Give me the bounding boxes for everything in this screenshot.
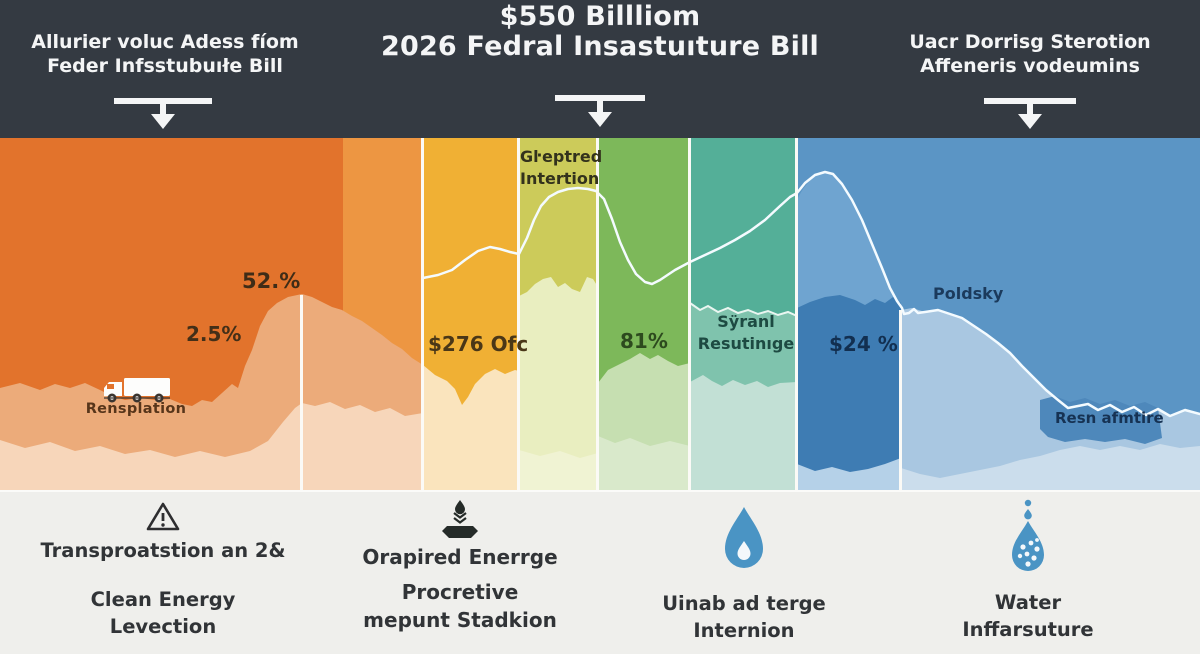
legend-col1-sub-line1: Clean Energy bbox=[90, 588, 236, 611]
teal-caption-label: Sÿranl Resutinıge bbox=[694, 311, 798, 356]
legend-col1-sub-line2: Levection bbox=[109, 615, 217, 639]
silhouette-teal-edge bbox=[689, 302, 798, 317]
trend-line bbox=[421, 170, 1200, 418]
olive-caption-label: Gŀeptred Intertion bbox=[520, 146, 602, 191]
legend-col1-title: Transproatstion an 2& bbox=[40, 539, 286, 562]
silhouette-right-palest bbox=[901, 444, 1200, 490]
water-drop-speckled-icon bbox=[1012, 499, 1044, 571]
orange-pct-large-label: 52.% bbox=[242, 269, 301, 293]
teal-caption-line1: Sÿranl bbox=[717, 312, 775, 331]
silhouette-green-paler bbox=[598, 436, 690, 490]
right-caption-top-label: Poldsky bbox=[933, 284, 1004, 303]
olive-caption-line1: Gŀeptred bbox=[520, 147, 603, 166]
legend-col2-sub-line2: mepunt Stadkion bbox=[363, 608, 557, 632]
area-chart: 52.% 2.5% Rensplation $276 Ofc Gŀeptred … bbox=[0, 138, 1200, 490]
header-right-line1: Uacr Dorrisg Sterotion bbox=[909, 31, 1151, 53]
header-left-title: Allurier voluc Adess fíom Feder Infsstub… bbox=[20, 30, 310, 79]
green-pct-label: 81% bbox=[620, 329, 668, 353]
legend-col2-title: Orapired Enerrge bbox=[362, 545, 558, 569]
truck-icon bbox=[104, 378, 170, 403]
divider-line bbox=[421, 138, 424, 490]
teal-caption-line2: Resutinıge bbox=[697, 334, 795, 354]
header-left-line2: Feder Infsstubuıłe Bill bbox=[47, 55, 283, 78]
page-title-line1: $550 Billliom bbox=[499, 1, 701, 32]
silhouette-teal-pale bbox=[690, 375, 797, 490]
divider-line bbox=[688, 138, 691, 490]
legend-col-energy: Orapired Enerrge Procretive mepunt Stadk… bbox=[310, 499, 610, 634]
silhouette-olive-paler bbox=[519, 450, 598, 490]
silhouette-amber-pale bbox=[423, 365, 519, 490]
legend-col4-line2: Inffarsuture bbox=[962, 618, 1094, 642]
orange-pct-small-label: 2.5% bbox=[186, 322, 242, 346]
header: Allurier voluc Adess fíom Feder Infsstub… bbox=[0, 0, 1200, 138]
legend-col2-subtitle: Procretive mepunt Stadkion bbox=[363, 578, 557, 634]
legend-col-water-interior: Uinab ad terge Internion bbox=[604, 504, 884, 645]
page-title: $550 Billliom 2026 Fedral Insastuıture B… bbox=[360, 1, 840, 63]
header-right-title: Uacr Dorrisg Sterotion Affeneris vodeumi… bbox=[878, 30, 1182, 79]
down-arrow-icon bbox=[984, 98, 1076, 129]
legend-footer: Transproatstion an 2& Clean Energy Levec… bbox=[0, 490, 1200, 654]
divider-line bbox=[795, 138, 798, 490]
legend-col1-subtitle: Clean Energy Levection bbox=[91, 586, 236, 641]
right-caption-bottom-label: Resn afmtire bbox=[1055, 409, 1164, 427]
header-right-line2: Affeneris vodeumins bbox=[920, 55, 1140, 78]
legend-col3-line2: Internion bbox=[693, 619, 795, 643]
divider-line bbox=[517, 138, 520, 490]
legend-col3-line1: Uinab ad terge bbox=[662, 592, 826, 615]
energy-vessel-icon bbox=[442, 500, 478, 538]
legend-col3-label: Uinab ad terge Internion bbox=[662, 590, 826, 645]
warning-triangle-icon bbox=[146, 502, 180, 531]
legend-col-transportation: Transproatstion an 2& Clean Energy Levec… bbox=[23, 500, 303, 641]
water-drop-icon bbox=[725, 507, 763, 568]
legend-col4-label: Water Inffarsuture bbox=[962, 589, 1093, 644]
silhouette-peach-light bbox=[0, 402, 423, 490]
amber-value-label: $276 Ofc bbox=[428, 332, 529, 356]
legend-col-water-infrastructure: Water Inffarsuture bbox=[888, 496, 1168, 644]
legend-col2-sub-line1: Procretive bbox=[401, 580, 519, 604]
silhouette-olive-pale bbox=[519, 277, 598, 490]
down-arrow-icon bbox=[114, 98, 212, 129]
orange-caption-label: Rensplation bbox=[85, 401, 187, 417]
divider-line bbox=[300, 295, 303, 490]
legend-col4-line1: Water bbox=[994, 591, 1062, 614]
divider-line bbox=[596, 138, 599, 490]
page-title-line2: 2026 Fedral Insastuıture Bill bbox=[380, 31, 820, 63]
blue-value-label: $24 % bbox=[829, 332, 898, 356]
silhouette-blue-dark bbox=[797, 295, 901, 472]
down-arrow-icon bbox=[555, 95, 645, 127]
area-chart-canvas bbox=[0, 138, 1200, 490]
header-left-line1: Allurier voluc Adess fíom bbox=[31, 31, 299, 53]
olive-caption-line2: Intertion bbox=[520, 169, 600, 189]
divider-line bbox=[899, 310, 902, 490]
